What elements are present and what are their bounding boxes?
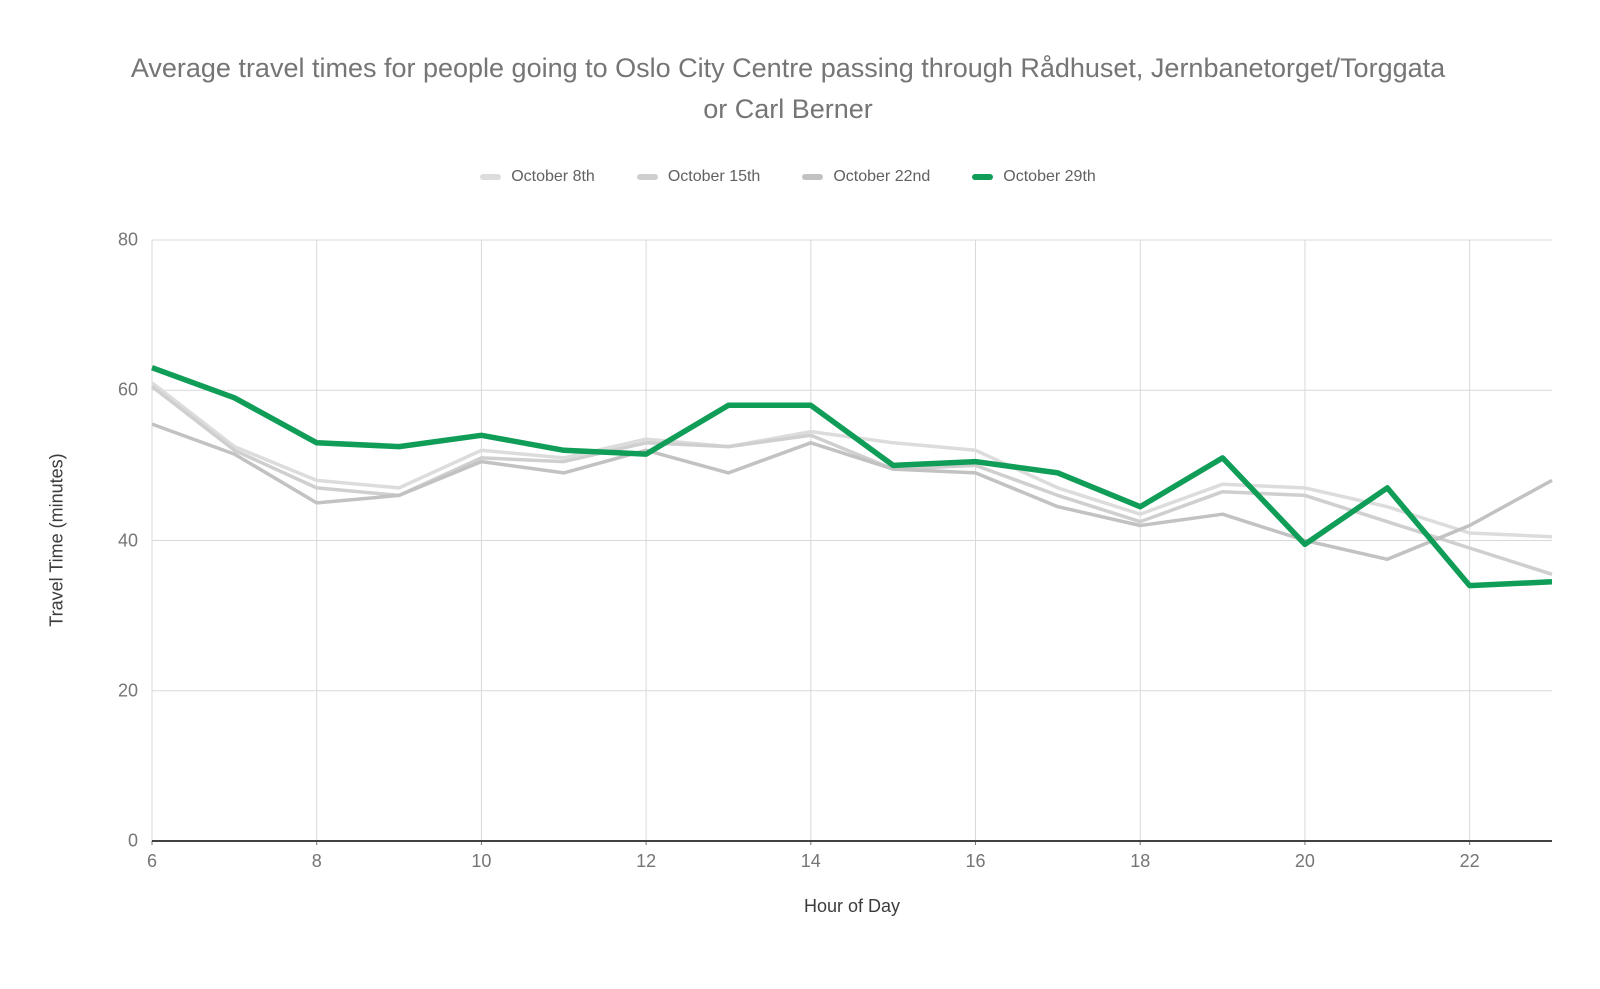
x-tick-label-10: 10	[471, 851, 492, 871]
y-tick-label-60: 60	[117, 379, 138, 400]
y-tick-label-20: 20	[117, 680, 138, 701]
legend-label: October 22nd	[833, 168, 931, 185]
legend-swatch-october-22nd	[802, 174, 824, 180]
x-tick-label-22: 22	[1459, 851, 1480, 871]
legend-item-october-22nd[interactable]: October 22nd	[802, 168, 930, 186]
legend-item-october-29th[interactable]: October 29th	[972, 168, 1096, 186]
legend-swatch-october-8th	[480, 174, 502, 180]
legend-swatch-october-15th	[636, 174, 658, 180]
series-line-october-8th	[150, 381, 1553, 539]
x-tick-label-12: 12	[636, 851, 657, 871]
x-tick-label-16: 16	[965, 851, 986, 871]
chart-title-wrap: Average travel times for people going to…	[0, 48, 1576, 129]
legend-label: October 29th	[1003, 168, 1096, 185]
legend-swatch-october-29th	[972, 174, 994, 180]
series-line-october-22nd	[151, 422, 1553, 562]
legend-item-october-15th[interactable]: October 15th	[636, 168, 761, 186]
series-line-october-29th	[151, 365, 1553, 589]
x-tick-label-20: 20	[1294, 851, 1315, 871]
y-tick-label-80: 80	[117, 229, 138, 250]
series-line-october-15th	[150, 385, 1553, 576]
legend-label: October 8th	[511, 168, 595, 185]
legend-label: October 15th	[667, 168, 761, 185]
y-tick-label-40: 40	[117, 530, 138, 550]
x-tick-label-14: 14	[800, 851, 821, 871]
chart-legend: October 8th October 15th October 22nd Octob…	[0, 168, 1576, 186]
y-tick-label-0: 0	[127, 830, 138, 851]
x-tick-label-6: 6	[146, 851, 157, 871]
x-tick-label-8: 8	[311, 851, 322, 871]
legend-item-october-8th[interactable]: October 8th	[480, 168, 595, 186]
x-tick-label-18: 18	[1130, 851, 1151, 871]
chart-title: Average travel times for people going to…	[130, 53, 1446, 124]
x-axis-title: Hour of Day	[803, 896, 901, 916]
y-axis-title: Travel Time (minutes)	[46, 453, 67, 627]
